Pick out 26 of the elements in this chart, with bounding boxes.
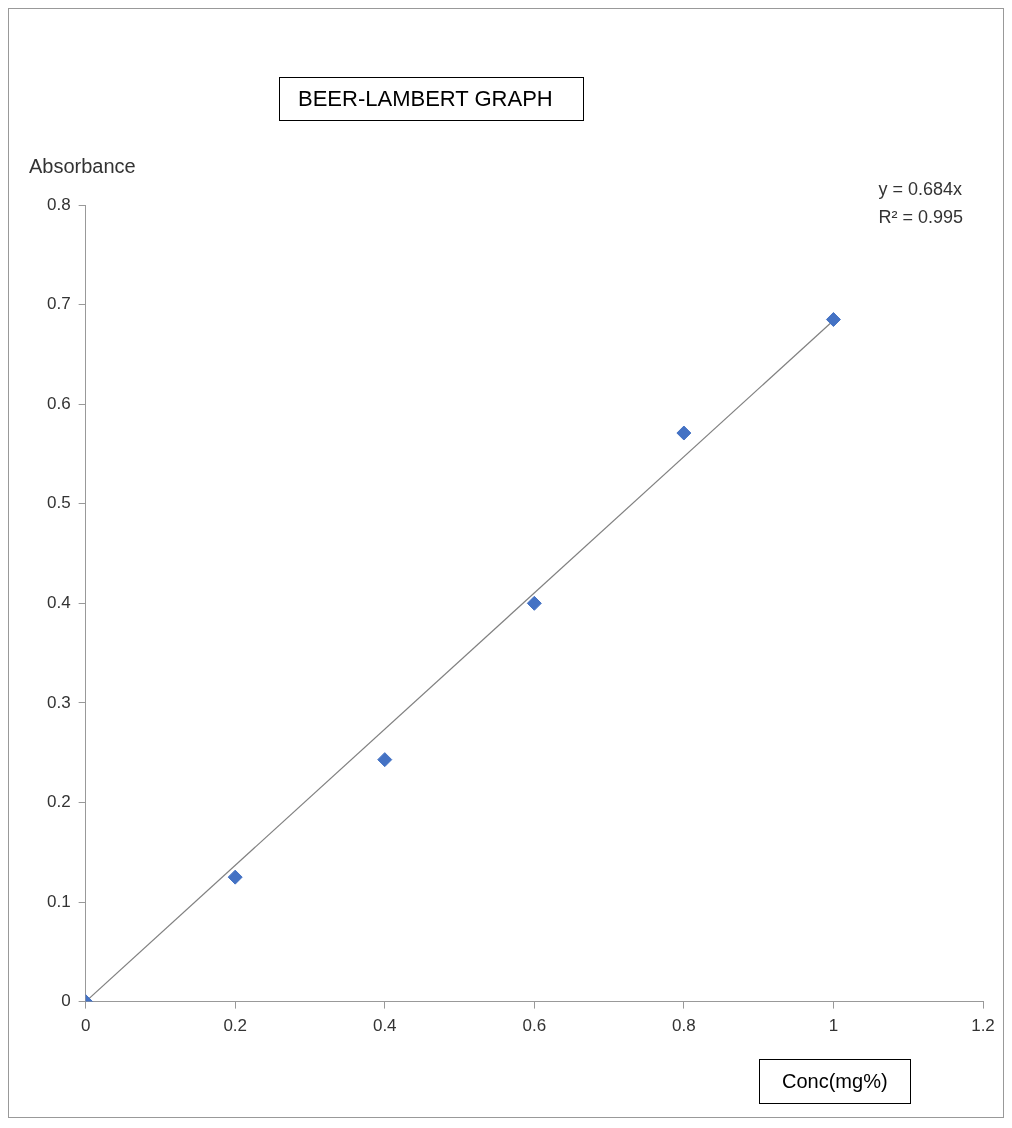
y-tick-label: 0.2 xyxy=(46,792,71,812)
x-tick-label: 0.6 xyxy=(522,1016,547,1036)
point xyxy=(825,312,841,328)
y-axis-title: Absorbance xyxy=(29,155,136,178)
y-tick-label: 0 xyxy=(61,991,71,1011)
x-tick-label: 1.2 xyxy=(971,1016,995,1036)
point xyxy=(227,869,243,885)
annotation: R² = 0.995 xyxy=(878,206,963,229)
y-tick-label: 0.7 xyxy=(46,294,71,314)
point xyxy=(676,425,692,441)
point xyxy=(377,752,393,768)
x-tick-label: 1 xyxy=(828,1016,839,1036)
y-tick-label: 0.5 xyxy=(46,493,71,513)
x-axis-title: Conc(mg%) xyxy=(759,1059,911,1104)
x-tick-label: 0.4 xyxy=(372,1016,397,1036)
y-tick-label: 0.4 xyxy=(46,592,71,612)
y-tick-label: 0.8 xyxy=(46,194,71,214)
chart-title: BEER-LAMBERT GRAPH xyxy=(279,77,584,121)
x-tick-label: 0.8 xyxy=(672,1016,696,1036)
x-tick-label: 0.2 xyxy=(223,1016,248,1036)
point xyxy=(526,595,542,611)
y-tick-label: 0.1 xyxy=(46,891,71,911)
y-tick-label: 0.6 xyxy=(46,393,71,413)
x-tick-label: 0 xyxy=(80,1016,91,1036)
y-tick-label: 0.3 xyxy=(46,692,71,712)
text: y = 0.684x xyxy=(878,178,963,201)
